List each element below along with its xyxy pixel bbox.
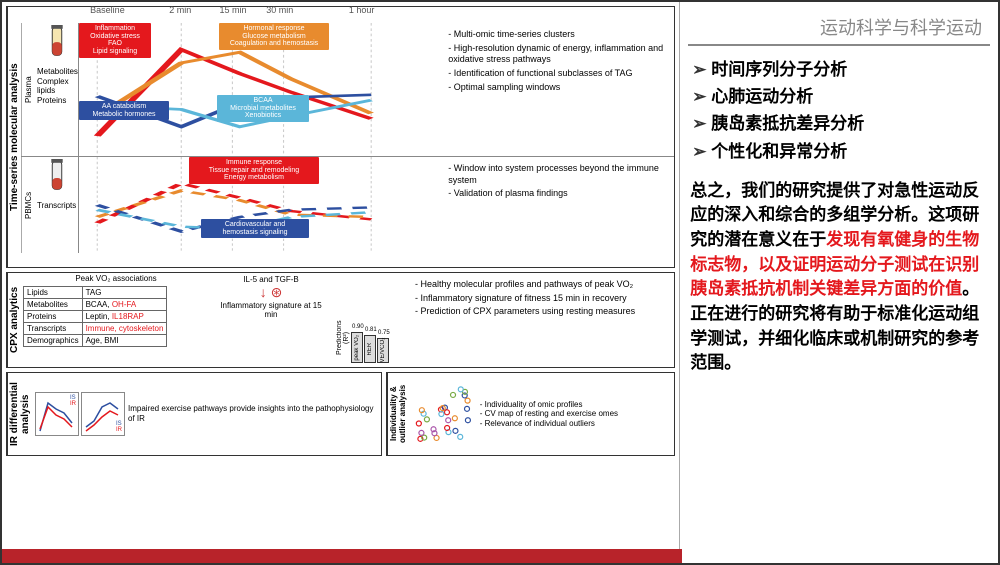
plasma-label: Plasma <box>21 23 35 156</box>
plasma-text: - Multi-omic time-series clusters - High… <box>444 23 674 156</box>
cluster-tag: BCAAMicrobial metabolitesXenobiotics <box>217 95 309 122</box>
figure-panel: Time-series molecular analysis Baseline … <box>2 2 679 563</box>
timeseries-section: Time-series molecular analysis Baseline … <box>6 6 675 268</box>
cpx-bars: Predictions (R²) 0.90peak VO₂0.81RER0.75… <box>331 273 411 367</box>
ir-chart-2: ISIR <box>81 392 125 436</box>
cpx-text: - Healthy molecular profiles and pathway… <box>411 273 674 367</box>
pbmc-chart: Immune responseTissue repair and remodel… <box>79 157 444 253</box>
bullet-item: 个性化和异常分析 <box>692 138 986 165</box>
cluster-tag: Immune responseTissue repair and remodel… <box>189 157 319 184</box>
text-panel: 运动科学与科学运动 时间序列分子分析 心肺运动分析 胰岛素抵抗差异分析 个性化和… <box>679 2 998 563</box>
ir-chart-1: ISIR <box>35 392 79 436</box>
cpx-mid: IL-5 and TGF-B ↓ ⊛ Inflammatory signatur… <box>211 273 331 367</box>
cluster-tag: InflammationOxidative stressFAOLipid sig… <box>79 23 151 58</box>
ir-text: Impaired exercise pathways provide insig… <box>126 402 379 425</box>
cluster-tag: Cardiovascular andhemostasis signaling <box>201 219 309 238</box>
summary-text: 总之，我们的研究提供了对急性运动反应的深入和综合的多组学分析。这项研究的潜在意义… <box>688 175 990 380</box>
cluster-tag: Hormonal responseGlucose metabolismCoagu… <box>219 23 329 50</box>
cpx-section: CPX analytics Peak VO₂ associations Lipi… <box>6 272 675 368</box>
plasma-chart: InflammationOxidative stressFAOLipid sig… <box>79 23 444 156</box>
tube-icon <box>47 159 67 197</box>
bullet-item: 时间序列分子分析 <box>692 56 986 83</box>
cpx-table: LipidsTAGMetabolitesBCAA, OH-FAProteinsL… <box>23 286 167 347</box>
tube-icon <box>47 25 67 63</box>
ind-section: Individuality & outlier analysis - Indiv… <box>386 372 676 456</box>
ts-label: Time-series molecular analysis <box>7 7 21 267</box>
pbmc-text: - Window into system processes beyond th… <box>444 157 674 253</box>
cluster-tag: AA catabolismMetabolic hormones <box>79 101 169 120</box>
bullet-item: 胰岛素抵抗差异分析 <box>692 110 986 137</box>
cpx-label: CPX analytics <box>7 273 21 367</box>
pbmc-label: PBMCs <box>21 157 35 253</box>
scatter-icon <box>408 379 478 449</box>
pbmc-items: Transcripts <box>35 199 78 213</box>
bullet-list: 时间序列分子分析 心肺运动分析 胰岛素抵抗差异分析 个性化和异常分析 <box>688 46 990 175</box>
bullet-item: 心肺运动分析 <box>692 83 986 110</box>
plasma-items: Metabolites Complex lipids Proteins <box>35 65 80 107</box>
footer-bar <box>2 549 682 563</box>
bottom-row: IR differential analysis ISIR ISIR Impai… <box>6 372 675 456</box>
slide-header: 运动科学与科学运动 <box>688 10 990 46</box>
ir-section: IR differential analysis ISIR ISIR Impai… <box>6 372 382 456</box>
ir-label: IR differential analysis <box>7 373 32 455</box>
ind-text: - Individuality of omic profiles - CV ma… <box>478 398 675 431</box>
ind-label: Individuality & outlier analysis <box>387 373 408 455</box>
time-header: Baseline 2 min 15 min 30 min 1 hour <box>83 5 442 23</box>
